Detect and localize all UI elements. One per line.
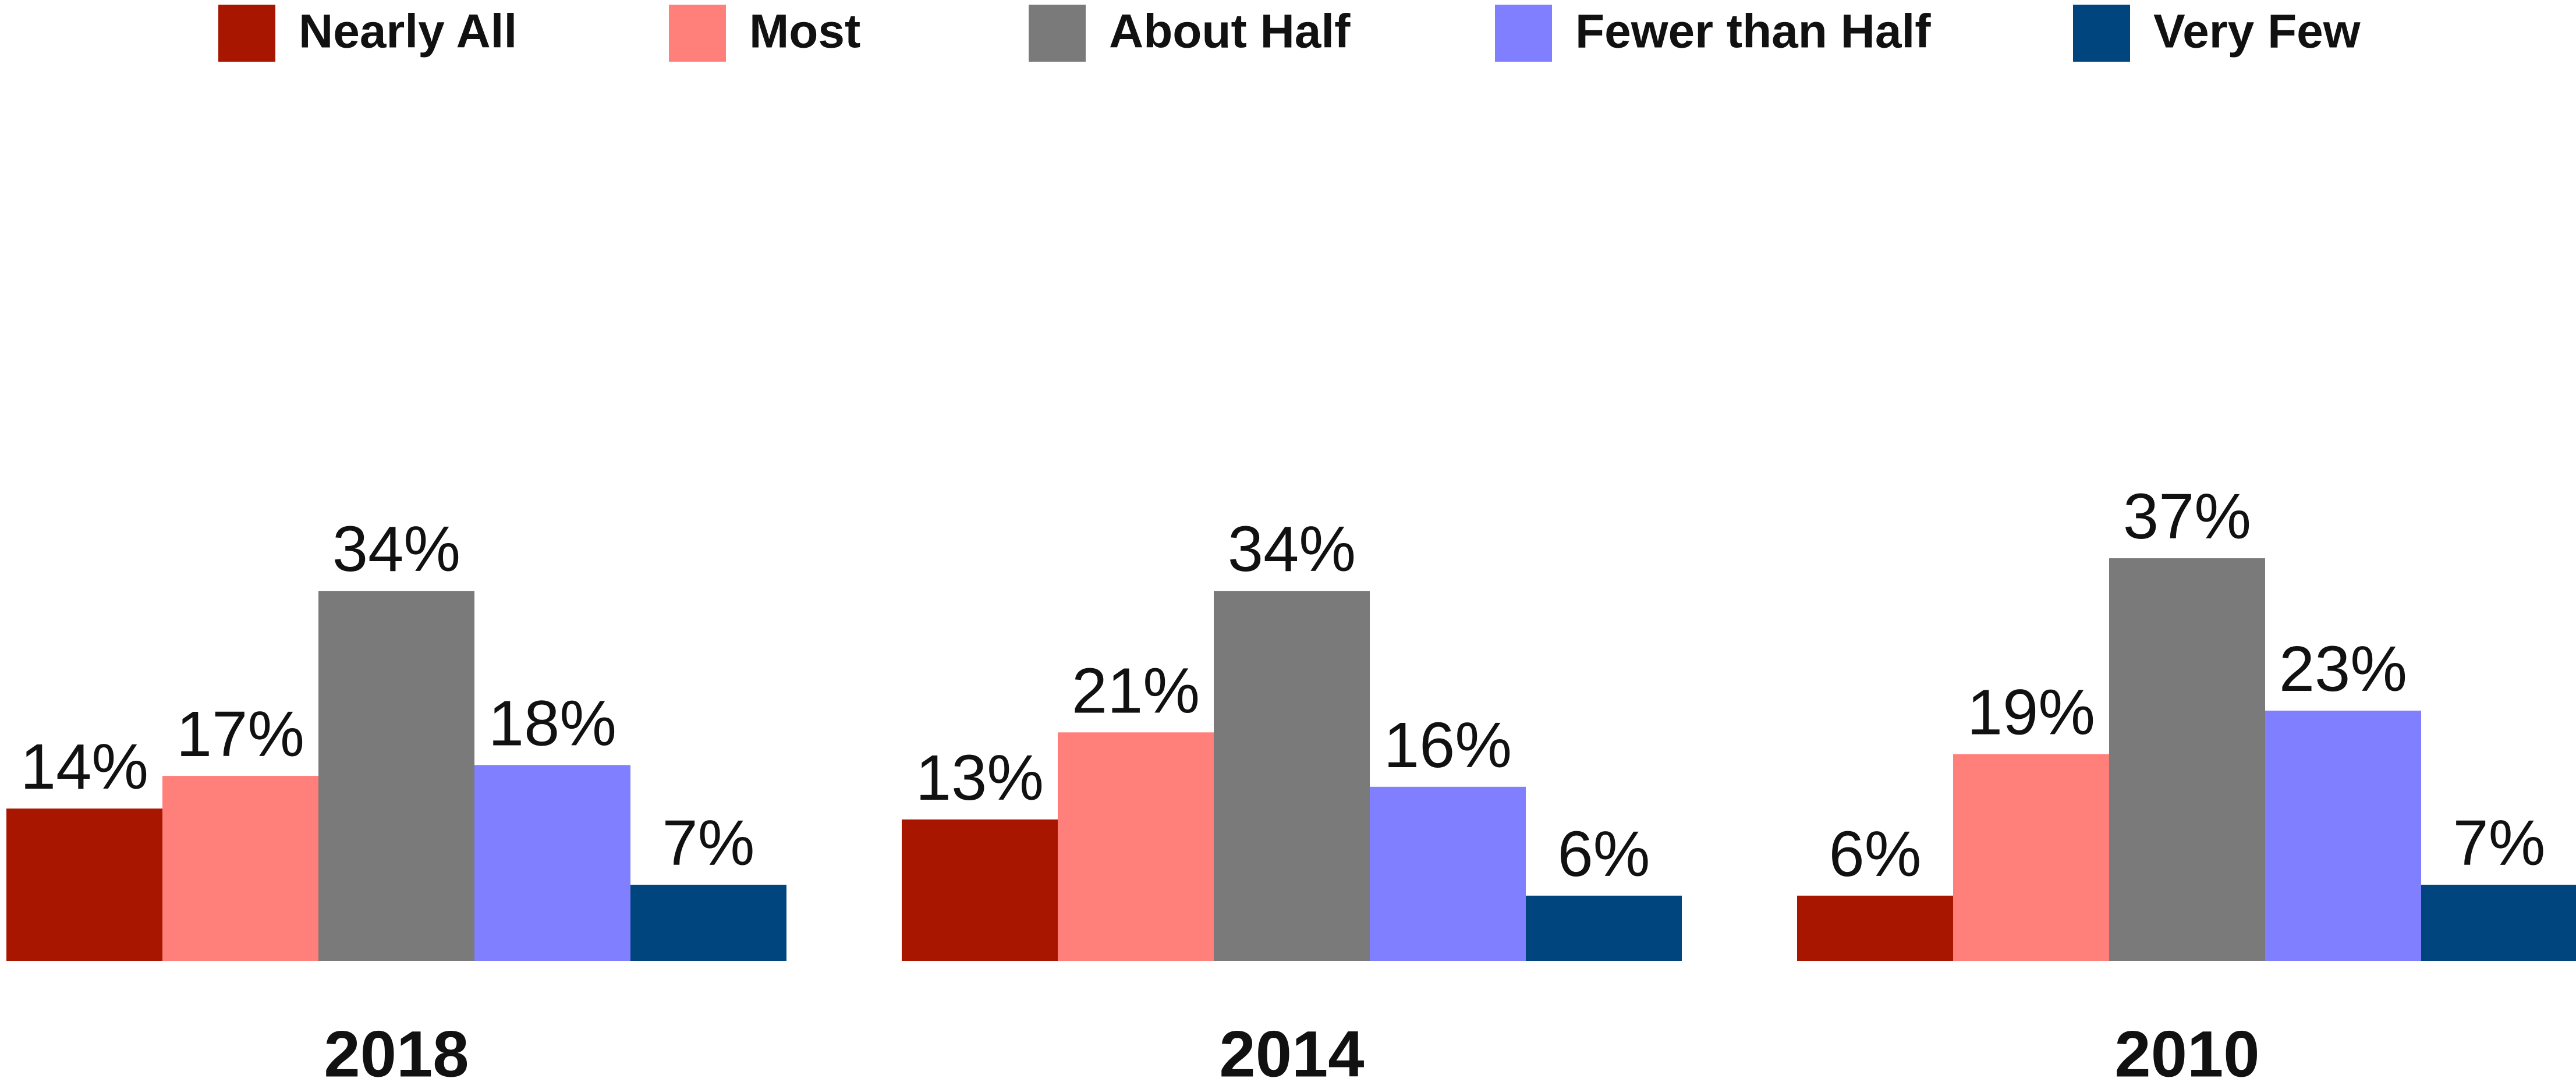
legend-swatch: [218, 5, 275, 62]
legend-label: Very Few: [2153, 5, 2361, 58]
legend-swatch: [1029, 5, 1086, 62]
bar: [162, 776, 318, 961]
value-label: 14%: [20, 731, 148, 803]
value-label: 7%: [662, 807, 755, 879]
value-label: 17%: [176, 698, 304, 770]
bar: [2265, 710, 2421, 961]
category-label: 2018: [324, 1018, 469, 1089]
bar: [1953, 754, 2109, 961]
bar: [6, 808, 162, 961]
category-label: 2010: [2114, 1018, 2259, 1089]
legend-label: About Half: [1109, 5, 1351, 58]
value-label: 34%: [1228, 513, 1356, 585]
value-label: 21%: [1072, 655, 1200, 726]
value-label: 13%: [916, 742, 1044, 814]
legend-swatch: [669, 5, 726, 62]
value-label: 34%: [332, 513, 460, 585]
legend-label: Fewer than Half: [1575, 5, 1931, 58]
bar: [630, 885, 786, 961]
value-label: 23%: [2279, 633, 2407, 705]
legend-label: Nearly All: [299, 5, 517, 58]
value-label: 6%: [1558, 818, 1650, 890]
value-label: 19%: [1967, 677, 2095, 749]
bar: [474, 765, 630, 961]
value-label: 6%: [1829, 818, 1922, 890]
bar: [1797, 895, 1953, 961]
legend-label: Most: [749, 5, 860, 58]
bar: [1370, 786, 1526, 961]
bar: [1526, 895, 1682, 961]
bar: [318, 591, 474, 961]
category-label: 2014: [1219, 1018, 1364, 1089]
value-label: 7%: [2453, 807, 2546, 879]
bar: [2109, 558, 2265, 961]
legend-swatch: [2073, 5, 2130, 62]
legend-swatch: [1495, 5, 1552, 62]
bar: [1058, 732, 1214, 961]
bar: [902, 819, 1058, 961]
value-label: 37%: [2123, 481, 2251, 552]
bar: [1214, 591, 1370, 961]
value-label: 16%: [1384, 710, 1512, 781]
value-label: 18%: [488, 687, 616, 759]
bar: [2421, 885, 2576, 961]
